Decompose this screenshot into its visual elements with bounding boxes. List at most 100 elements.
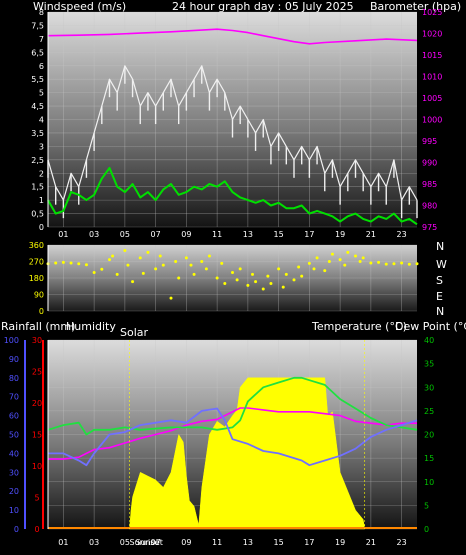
direction-point-25 <box>192 272 196 276</box>
wind-y-tick-6: 3 <box>39 142 44 151</box>
wind-y-tick-3: 1,5 <box>31 183 44 192</box>
wind-x-tick-0: 01 <box>58 230 68 239</box>
dir-y-tick-0: 0 <box>39 307 44 316</box>
temp-x-tick-2: 05 <box>120 538 130 547</box>
humidity-y-tick-2: 20 <box>9 487 19 496</box>
direction-point-60 <box>377 260 381 264</box>
direction-point-62 <box>392 262 396 266</box>
baro-y-tick-10: 1025 <box>422 8 442 17</box>
temp-y-tick-2: 10 <box>424 478 434 487</box>
direction-point-31 <box>223 282 227 285</box>
direction-point-21 <box>174 260 178 263</box>
humidity-y-tick-10: 100 <box>4 336 19 345</box>
temp-series <box>47 376 418 530</box>
direction-label-n-bottom: N <box>436 305 444 318</box>
baro-y-tick-6: 1005 <box>422 94 442 103</box>
temp-x-tick-4: 09 <box>181 538 191 547</box>
direction-point-4 <box>77 262 81 266</box>
direction-point-20 <box>169 296 173 300</box>
temp-x-tick-5: 11 <box>212 538 222 547</box>
rain-y-tick-5: 25 <box>32 368 42 377</box>
direction-point-17 <box>154 267 158 271</box>
baro-y-tick-9: 1020 <box>422 30 442 39</box>
baro-y-tick-8: 1015 <box>422 51 442 60</box>
wind-x-tick-6: 13 <box>243 230 253 239</box>
temp-y-tick-4: 20 <box>424 431 434 440</box>
direction-label-s: S <box>436 274 443 287</box>
wind-x-tick-7: 15 <box>274 230 284 239</box>
direction-point-29 <box>215 276 219 280</box>
windspeed-axis-label: Windspeed (m/s) <box>33 0 126 13</box>
direction-point-10 <box>115 272 119 276</box>
direction-point-3 <box>69 261 73 265</box>
direction-point-7 <box>100 267 104 271</box>
wind-y-tick-5: 2,5 <box>31 156 44 165</box>
dir-y-tick-4: 360 <box>29 241 44 250</box>
solar-label: Solar <box>120 326 149 339</box>
barometer-line <box>47 28 418 45</box>
wind-series <box>47 28 418 226</box>
humidity-y-tick-1: 10 <box>9 506 19 515</box>
direction-point-37 <box>254 280 258 284</box>
wind-y-tick-14: 7 <box>39 35 44 44</box>
direction-point-11 <box>123 249 127 252</box>
direction-point-45 <box>297 265 301 269</box>
direction-point-14 <box>138 256 142 260</box>
wind-x-tick-2: 05 <box>120 230 130 239</box>
direction-point-64 <box>407 262 411 266</box>
direction-point-19 <box>161 263 165 267</box>
dir-y-tick-2: 180 <box>29 274 44 283</box>
temp-y-tick-1: 5 <box>424 501 429 510</box>
direction-point-53 <box>338 258 342 262</box>
wind-y-tick-13: 6,5 <box>31 48 44 57</box>
temp-y-tick-5: 25 <box>424 407 434 416</box>
baro-y-tick-7: 1010 <box>422 73 442 82</box>
direction-point-38 <box>261 287 265 291</box>
wind-x-tick-4: 09 <box>181 230 191 239</box>
direction-point-22 <box>177 276 181 280</box>
direction-point-12 <box>126 263 130 267</box>
direction-point-2 <box>61 260 65 264</box>
direction-label-e: E <box>436 290 443 303</box>
dir-y-tick-3: 270 <box>29 258 44 267</box>
direction-point-40 <box>269 282 273 285</box>
wind-y-tick-16: 8 <box>39 8 44 17</box>
direction-point-47 <box>307 261 311 265</box>
baro-y-tick-0: 975 <box>422 223 437 232</box>
sunset-label: Sunset <box>135 538 162 547</box>
baro-y-tick-2: 985 <box>422 180 437 189</box>
humidity-y-tick-6: 60 <box>9 412 19 421</box>
rain-y-tick-0: 0 <box>34 525 39 534</box>
temperature-axis-label: Temperature (°C) <box>311 320 407 333</box>
rain-y-tick-2: 10 <box>32 462 42 471</box>
direction-point-36 <box>250 272 254 276</box>
direction-point-56 <box>354 254 357 258</box>
humidity-y-tick-7: 70 <box>9 393 19 402</box>
direction-point-61 <box>384 262 388 266</box>
direction-point-57 <box>358 260 362 263</box>
wind-x-tick-9: 19 <box>335 230 345 239</box>
direction-point-27 <box>204 267 208 271</box>
wind-y-tick-2: 1 <box>39 196 44 205</box>
wind-y-tick-4: 2 <box>39 169 44 178</box>
wind-y-tick-0: 0 <box>39 223 44 232</box>
temp-x-tick-6: 13 <box>243 538 253 547</box>
baro-y-tick-5: 1000 <box>422 116 442 125</box>
direction-point-24 <box>189 263 193 267</box>
wind-x-tick-11: 23 <box>397 230 407 239</box>
solar-area <box>129 377 365 530</box>
direction-point-9 <box>111 254 115 258</box>
direction-point-43 <box>284 272 288 276</box>
temp-y-tick-8: 40 <box>424 336 434 345</box>
wind-x-tick-3: 07 <box>151 230 161 239</box>
humidity-axis-label: Humidity <box>66 320 116 333</box>
direction-point-63 <box>400 261 404 265</box>
direction-point-44 <box>292 278 296 282</box>
wind-x-tick-10: 21 <box>366 230 376 239</box>
direction-point-52 <box>330 252 334 256</box>
temp-y-tick-7: 35 <box>424 360 434 369</box>
direction-point-41 <box>277 267 281 271</box>
axes: 0 0,5 1 1,5 2 2,5 3 3,5 4 4,5 5 5,5 6 6,5 7 7,5 8 975 980 9… <box>4 8 443 547</box>
